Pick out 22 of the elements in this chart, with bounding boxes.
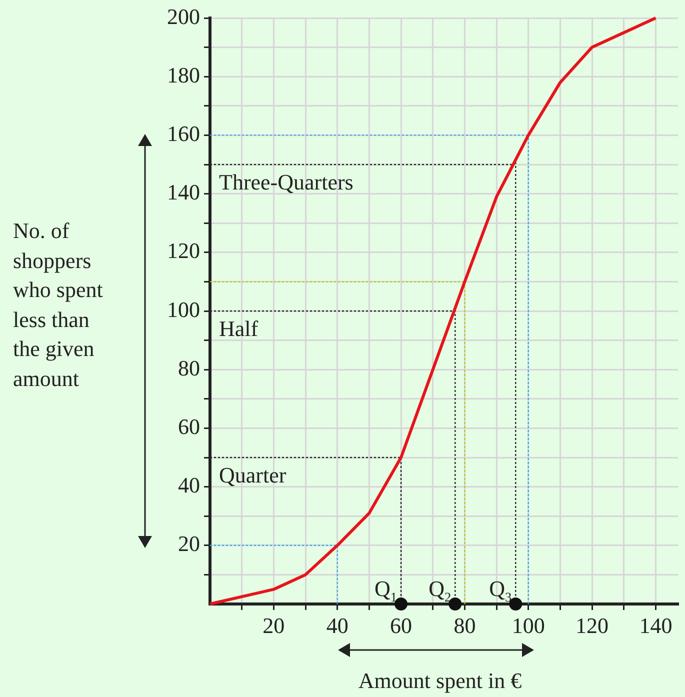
annotation: Three-Quarters — [219, 170, 354, 194]
x-tick-label: 20 — [262, 612, 285, 638]
y-axis-title: No. of shoppers who spent less than the given amount — [13, 217, 104, 392]
annotation: Half — [219, 316, 259, 341]
x-tick-label: 60 — [390, 612, 412, 638]
y-tick-label: 120 — [167, 238, 200, 264]
y-tick-label: 140 — [167, 180, 200, 205]
y-tick-label: 200 — [167, 4, 200, 29]
annotation: Quarter — [219, 462, 287, 488]
y-tick-label: 40 — [178, 472, 200, 498]
y-tick-label: 100 — [167, 296, 200, 322]
y-tick-label: 180 — [167, 62, 200, 88]
x-tick-label: 40 — [326, 612, 348, 638]
y-tick-label: 160 — [167, 120, 200, 146]
x-tick-label: 140 — [639, 612, 672, 638]
y-tick-label: 20 — [178, 531, 200, 556]
y-tick-label: 60 — [178, 414, 200, 439]
x-tick-label: 100 — [512, 612, 545, 638]
y-tick-label: 80 — [178, 355, 200, 380]
x-tick-label: 80 — [454, 612, 476, 638]
x-axis-title: Amount spent in € — [357, 668, 523, 694]
x-tick-label: 120 — [576, 612, 609, 638]
